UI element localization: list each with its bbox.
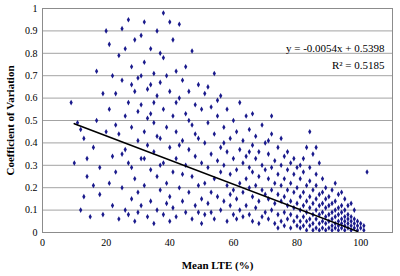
svg-text:20: 20 — [101, 237, 111, 248]
svg-text:0.8: 0.8 — [25, 48, 38, 59]
svg-text:1: 1 — [33, 3, 38, 14]
svg-text:60: 60 — [228, 237, 238, 248]
svg-text:0.5: 0.5 — [25, 115, 38, 126]
svg-text:0: 0 — [33, 227, 38, 238]
svg-text:0.2: 0.2 — [25, 182, 38, 193]
svg-text:100: 100 — [353, 237, 368, 248]
svg-text:0: 0 — [40, 237, 45, 248]
svg-text:Mean LTE (%): Mean LTE (%) — [182, 259, 254, 272]
svg-text:0.3: 0.3 — [25, 160, 38, 171]
svg-text:40: 40 — [165, 237, 175, 248]
svg-text:0.1: 0.1 — [25, 204, 38, 215]
svg-text:y = -0.0054x + 0.5398R² = 0.51: y = -0.0054x + 0.5398R² = 0.5185 — [286, 42, 385, 70]
svg-text:0.6: 0.6 — [25, 92, 38, 103]
svg-text:0.7: 0.7 — [25, 70, 38, 81]
svg-text:Coefficient of Variation: Coefficient of Variation — [4, 66, 16, 176]
svg-text:0.9: 0.9 — [25, 25, 38, 36]
svg-text:0.4: 0.4 — [25, 137, 38, 148]
svg-text:80: 80 — [292, 237, 302, 248]
